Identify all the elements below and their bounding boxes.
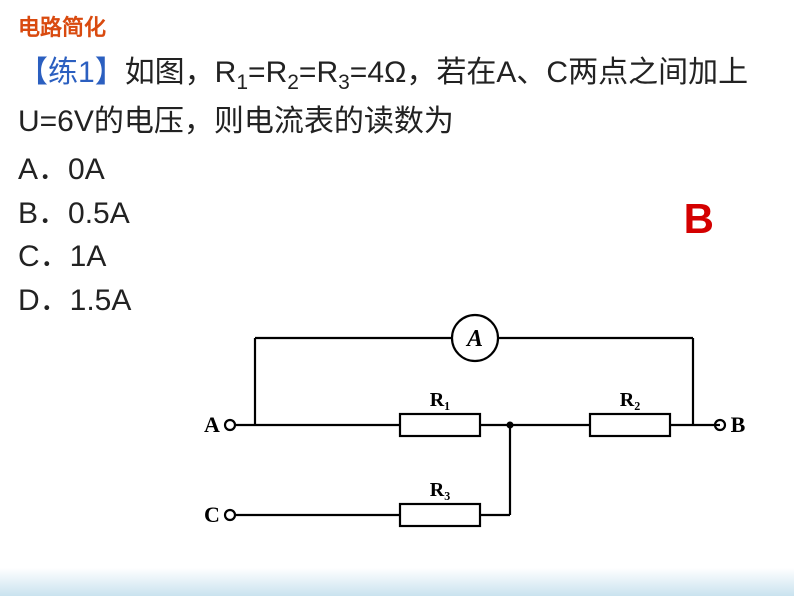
svg-text:C: C [204,502,220,527]
answer-label: B [684,195,714,243]
svg-text:A: A [204,412,220,437]
exercise-label: 练1 [48,56,95,89]
option-c: C．1A [18,235,131,279]
svg-text:B: B [731,412,745,437]
q-t2: =R [248,56,287,89]
circuit-diagram: R₁ R₂ R₃ A A B C [195,310,745,540]
bracket-open: 【 [18,56,48,89]
option-a: A．0A [18,148,131,192]
q-t3: =R [299,56,338,89]
question-text: 【练1】如图，R1=R2=R3=4Ω，若在A、C两点之间加上U=6V的电压，则电… [18,50,776,144]
q-s3: 3 [338,71,350,94]
option-b: B．0.5A [18,192,131,236]
option-d: D．1.5A [18,279,131,323]
svg-text:R₃: R₃ [430,479,450,501]
svg-text:R₂: R₂ [620,389,640,411]
bracket-close: 】 [95,56,125,89]
svg-text:A: A [465,326,483,352]
q-t1: 如图，R [125,56,237,89]
bottom-accent [0,568,794,596]
svg-text:R₁: R₁ [430,389,450,411]
options-list: A．0A B．0.5A C．1A D．1.5A [18,148,131,322]
q-s2: 2 [287,71,299,94]
section-header: 电路简化 [18,10,106,42]
q-s1: 1 [236,71,248,94]
